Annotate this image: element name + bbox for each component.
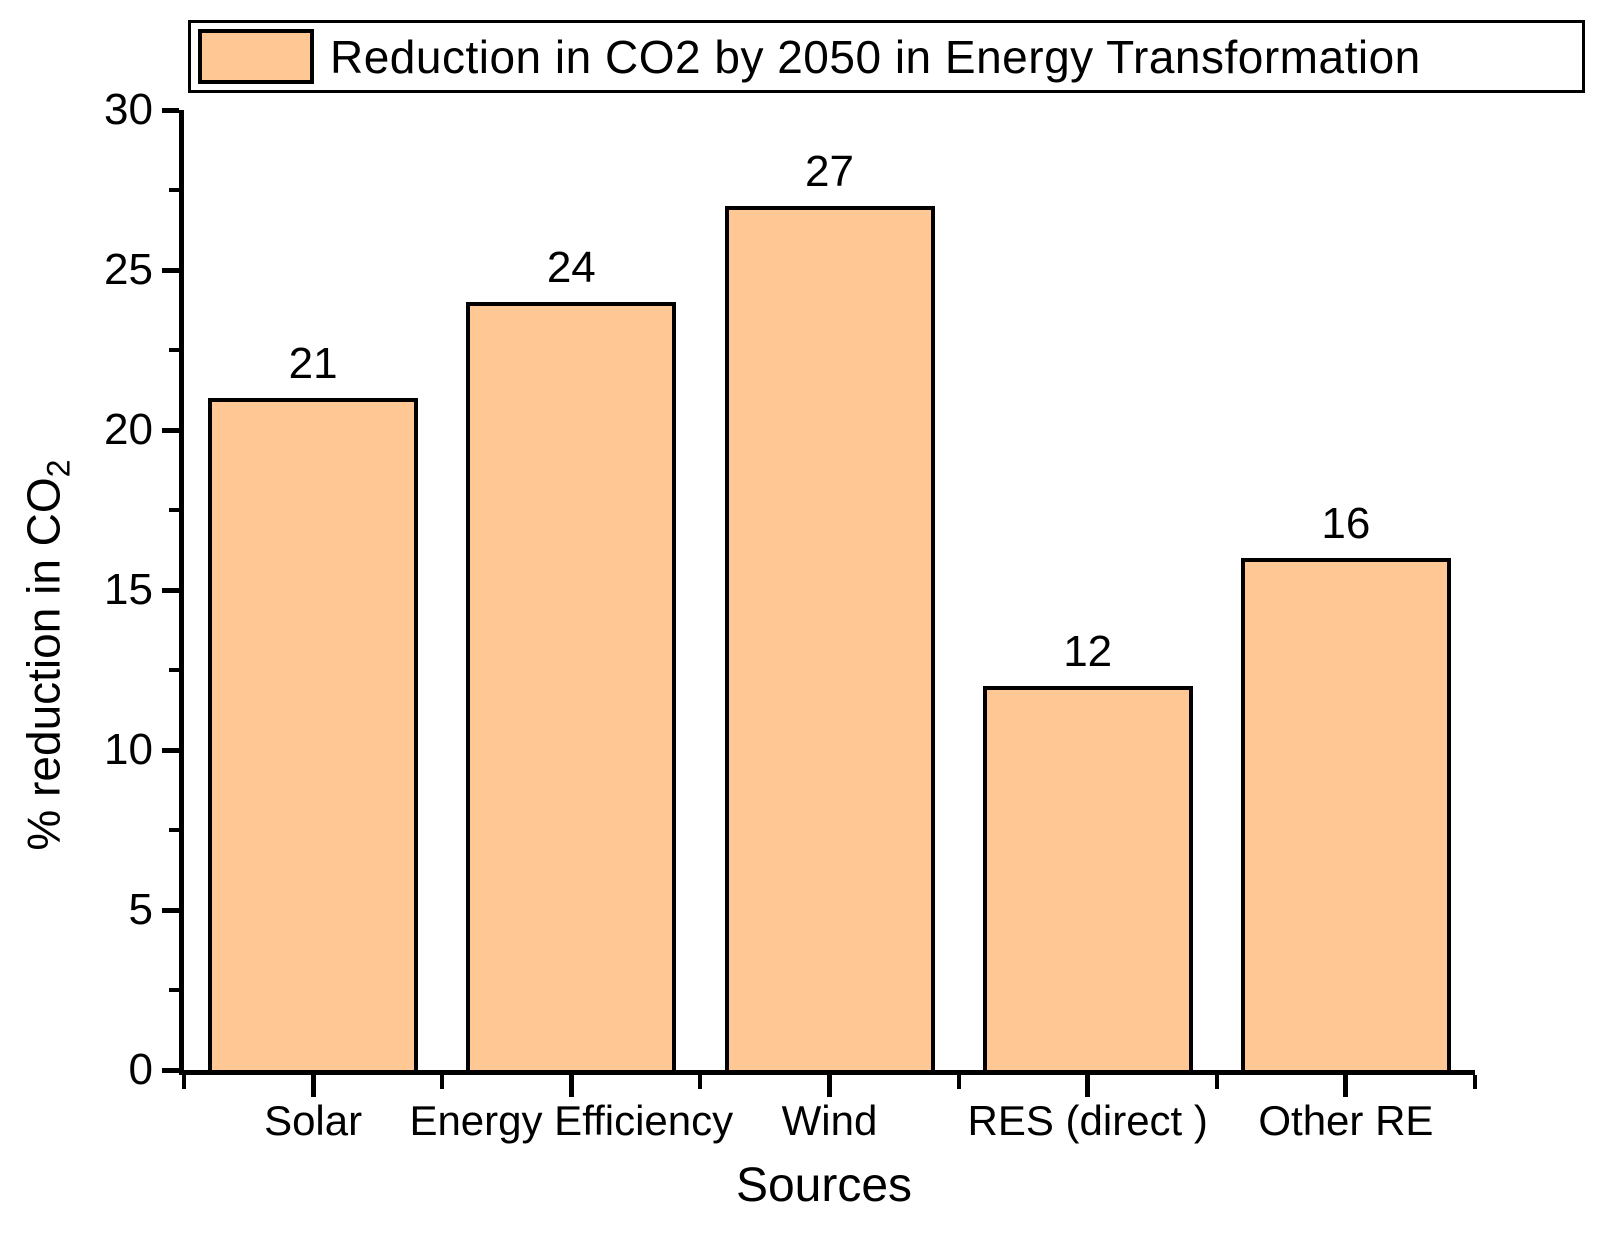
y-axis-minor-tick	[169, 188, 179, 192]
y-axis-tick-label: 30	[104, 85, 153, 134]
y-axis-minor-tick	[169, 348, 179, 352]
legend-label: Reduction in CO2 by 2050 in Energy Trans…	[330, 30, 1421, 83]
y-axis-tick-label: 5	[128, 885, 153, 934]
y-axis-major-tick	[162, 587, 179, 593]
y-axis-tick-label: 0	[128, 1045, 153, 1094]
plot-area: 0 5 10 15 20 25 30 Solar 21 Energy Efficiency 24 Wi…	[104, 88, 1477, 1142]
y-axis-major-tick	[162, 747, 179, 753]
x-axis-tick-label: RES (direct )	[967, 1097, 1208, 1144]
bar-value-label: 27	[805, 147, 854, 196]
y-axis-minor-tick	[169, 668, 179, 672]
x-axis-tick-label: Other RE	[1258, 1097, 1434, 1144]
bar	[1240, 558, 1451, 1070]
y-axis-major-tick	[162, 907, 179, 913]
x-axis-major-tick	[568, 1075, 574, 1097]
y-axis-tick-label: 20	[104, 405, 153, 454]
x-axis-major-tick	[1343, 1075, 1349, 1097]
x-axis-minor-tick	[1214, 1075, 1219, 1089]
y-axis-title-subscript: 2	[40, 459, 77, 478]
y-axis-title-text: % reduction in CO	[17, 477, 70, 851]
y-axis-minor-tick	[169, 508, 179, 512]
y-axis-major-tick	[162, 427, 179, 433]
x-axis-tick-label: Solar	[264, 1097, 363, 1144]
bar	[466, 302, 677, 1070]
bar	[982, 686, 1193, 1070]
legend-swatch	[198, 29, 314, 84]
x-axis-major-tick	[827, 1075, 832, 1097]
x-axis-title: Sources	[735, 1159, 913, 1212]
x-axis-minor-tick	[956, 1075, 961, 1089]
x-axis-minor-tick	[440, 1075, 445, 1089]
y-axis-title: % reduction in CO2	[16, 459, 77, 850]
y-axis-tick-label: 25	[104, 245, 153, 294]
x-axis-minor-tick	[182, 1075, 186, 1089]
bar-value-label: 16	[1321, 499, 1371, 548]
bar-value-label: 12	[1063, 627, 1113, 676]
x-axis-minor-tick	[698, 1075, 703, 1089]
y-axis-major-tick	[162, 1067, 179, 1073]
y-axis-tick-label: 15	[104, 565, 153, 614]
y-axis-minor-tick	[169, 988, 179, 992]
y-axis-minor-tick	[169, 828, 179, 832]
y-axis-major-tick	[162, 107, 179, 113]
bar	[208, 398, 419, 1070]
y-axis-major-tick	[162, 267, 179, 273]
legend: Reduction in CO2 by 2050 in Energy Trans…	[188, 20, 1585, 93]
x-axis-minor-tick	[1473, 1075, 1477, 1089]
x-axis-tick-label: Wind	[781, 1097, 878, 1144]
y-axis-tick-label: 10	[104, 725, 153, 774]
bar-value-label: 21	[288, 339, 338, 388]
x-axis-major-tick	[310, 1075, 316, 1097]
bar-value-label: 24	[546, 243, 596, 292]
bar	[724, 206, 935, 1070]
x-axis-major-tick	[1085, 1075, 1091, 1097]
x-axis-tick-label: Energy Efficiency	[409, 1097, 734, 1144]
